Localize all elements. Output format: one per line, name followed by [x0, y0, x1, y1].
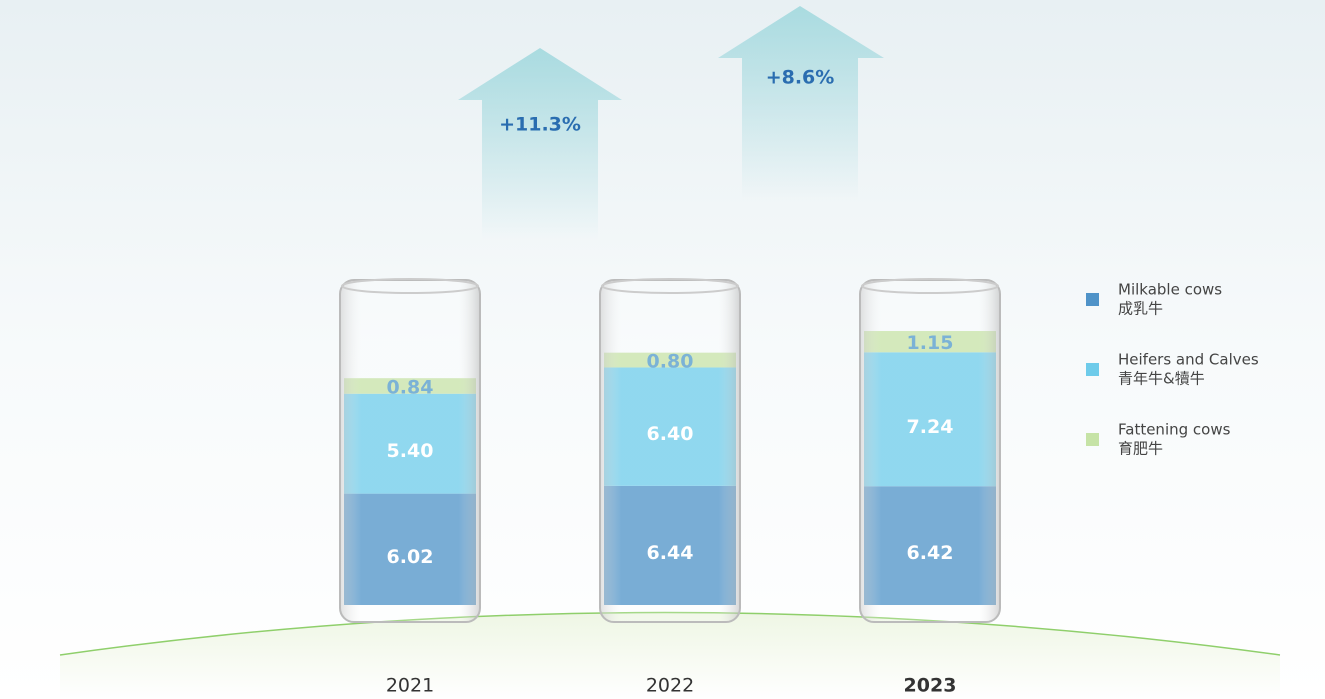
glass-rim [861, 278, 999, 294]
x-tick-label: 2022 [646, 675, 694, 697]
glass [859, 279, 1001, 623]
hill [60, 612, 1280, 699]
growth-arrow [718, 6, 884, 200]
legend-label: Fattening cows [1118, 421, 1231, 439]
growth-label: +8.6% [766, 67, 835, 89]
growth-label: +11.3% [499, 114, 581, 136]
x-tick-label: 2023 [904, 675, 957, 697]
legend-swatch [1086, 293, 1099, 306]
legend-swatch [1086, 363, 1099, 376]
legend-label: 成乳牛 [1118, 300, 1163, 318]
legend-label: Heifers and Calves [1118, 351, 1259, 369]
glass [339, 279, 481, 623]
glass-rim [341, 278, 479, 294]
legend-label: 育肥牛 [1118, 440, 1163, 458]
legend-label: Milkable cows [1118, 281, 1222, 299]
legend-swatch [1086, 433, 1099, 446]
growth-arrow [458, 48, 622, 240]
glass [599, 279, 741, 623]
glass-rim [601, 278, 739, 294]
legend-label: 青年牛&犢牛 [1118, 370, 1205, 388]
x-tick-label: 2021 [386, 675, 434, 697]
